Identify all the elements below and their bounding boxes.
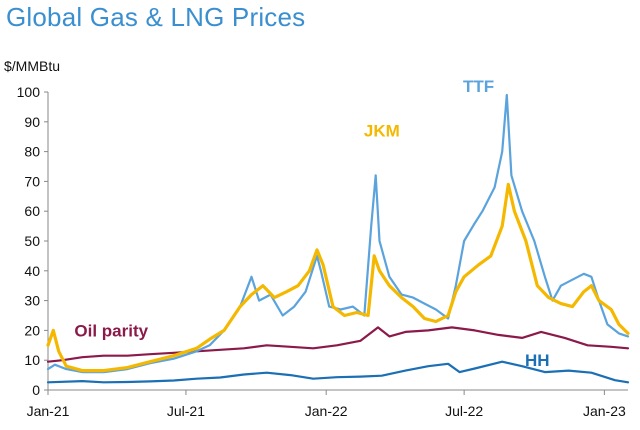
y-tick-label: 60: [24, 203, 40, 219]
y-tick-label: 100: [17, 84, 41, 100]
series-label-ttf: TTF: [463, 77, 494, 96]
y-tick-label: 40: [24, 263, 40, 279]
y-tick-label: 90: [24, 114, 40, 130]
y-tick-label: 0: [32, 382, 40, 398]
x-tick-label: Jul-21: [167, 403, 205, 419]
series-label-jkm: JKM: [364, 122, 400, 141]
series-label-hh: HH: [525, 351, 550, 370]
y-axis-unit-label: $/MMBtu: [4, 58, 61, 74]
x-tick-label: Jan-23: [583, 403, 626, 419]
x-tick-label: Jan-22: [305, 403, 348, 419]
chart-title: Global Gas & LNG Prices: [6, 2, 306, 32]
series-lines: [46, 93, 630, 384]
series-line-oil-parity: [46, 326, 630, 363]
y-tick-label: 30: [24, 293, 40, 309]
x-tick-label: Jan-21: [27, 403, 70, 419]
y-tick-label: 50: [24, 233, 40, 249]
y-tick-label: 10: [24, 352, 40, 368]
series-label-oil-parity: Oil parity: [74, 321, 148, 340]
series-line-ttf: [46, 93, 630, 374]
series-line-jkm: [46, 182, 630, 373]
y-tick-label: 20: [24, 322, 40, 338]
series-line-hh: [46, 360, 630, 384]
series-labels: Oil parity HH TTF JKM: [74, 77, 549, 370]
y-tick-label: 80: [24, 144, 40, 160]
y-tick-label: 70: [24, 173, 40, 189]
axes: 0 10 20 30 40 50 60 70 80 90 100 Jan-21 Jul-21 Jan-22…: [17, 84, 628, 419]
x-tick-label: Jul-22: [445, 403, 483, 419]
